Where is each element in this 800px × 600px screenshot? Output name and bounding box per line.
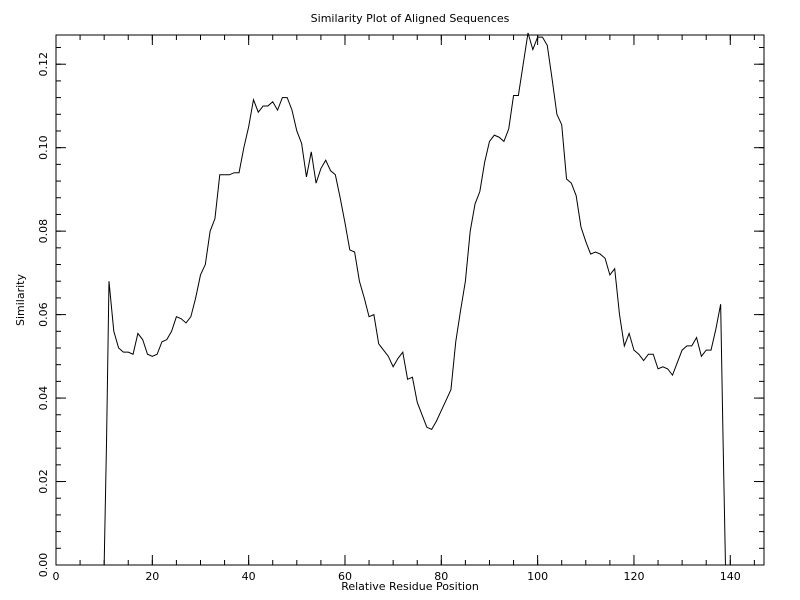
x-tick-label: 140 [720, 570, 741, 583]
y-tick-label: 0.00 [37, 553, 50, 578]
x-tick-label: 20 [145, 570, 159, 583]
x-tick-label: 100 [527, 570, 548, 583]
y-axis-label: Similarity [14, 274, 27, 326]
x-axis-label: Relative Residue Position [341, 580, 479, 593]
y-tick-label: 0.10 [37, 135, 50, 160]
y-tick-label: 0.12 [37, 52, 50, 77]
plot-frame [55, 34, 765, 566]
y-tick-label: 0.04 [37, 386, 50, 411]
y-tick-label: 0.08 [37, 219, 50, 244]
y-axis: 0.00 0.02 0.04 0.06 0.08 0.10 0.12 [37, 47, 764, 578]
similarity-line [103, 32, 726, 566]
x-tick-label: 80 [434, 570, 448, 583]
x-tick-label: 0 [53, 570, 60, 583]
y-tick-label: 0.02 [37, 469, 50, 494]
x-axis: 0 20 40 60 80 100 120 140 [53, 35, 755, 583]
x-tick-label: 120 [623, 570, 644, 583]
x-tick-label: 60 [338, 570, 352, 583]
x-tick-label: 40 [242, 570, 256, 583]
y-tick-label: 0.06 [37, 302, 50, 327]
chart-title: Similarity Plot of Aligned Sequences [311, 12, 510, 25]
